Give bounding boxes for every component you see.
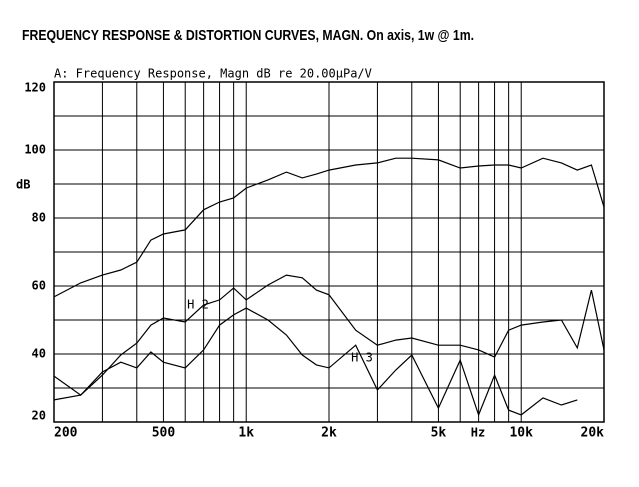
x-tick-label: 5k [431, 426, 447, 441]
y-tick-label: 120 [24, 81, 46, 95]
series-line [53, 157, 605, 298]
y-tick-label: 20 [32, 409, 46, 423]
series-label: H 3 [351, 351, 373, 365]
series-label: H 2 [187, 298, 209, 312]
y-tick-label: 40 [32, 347, 46, 361]
series-line [53, 274, 605, 396]
x-axis-label: Hz [471, 426, 485, 440]
chart-title: FREQUENCY RESPONSE & DISTORTION CURVES, … [22, 27, 474, 44]
chart-subtitle: A: Frequency Response, Magn dB re 20.00µ… [54, 67, 372, 81]
y-axis-label: dB [16, 178, 30, 192]
x-tick-label: 1k [238, 426, 254, 441]
y-tick-label: 100 [24, 143, 46, 157]
x-tick-label: 20k [581, 426, 605, 441]
x-tick-label: 2k [321, 426, 337, 441]
x-tick-label: 200 [54, 426, 78, 441]
series-line [53, 307, 578, 417]
x-tick-label: 500 [152, 426, 176, 441]
y-tick-label: 80 [32, 211, 46, 225]
y-tick-label: 60 [32, 279, 46, 293]
x-tick-label: 10k [509, 426, 533, 441]
